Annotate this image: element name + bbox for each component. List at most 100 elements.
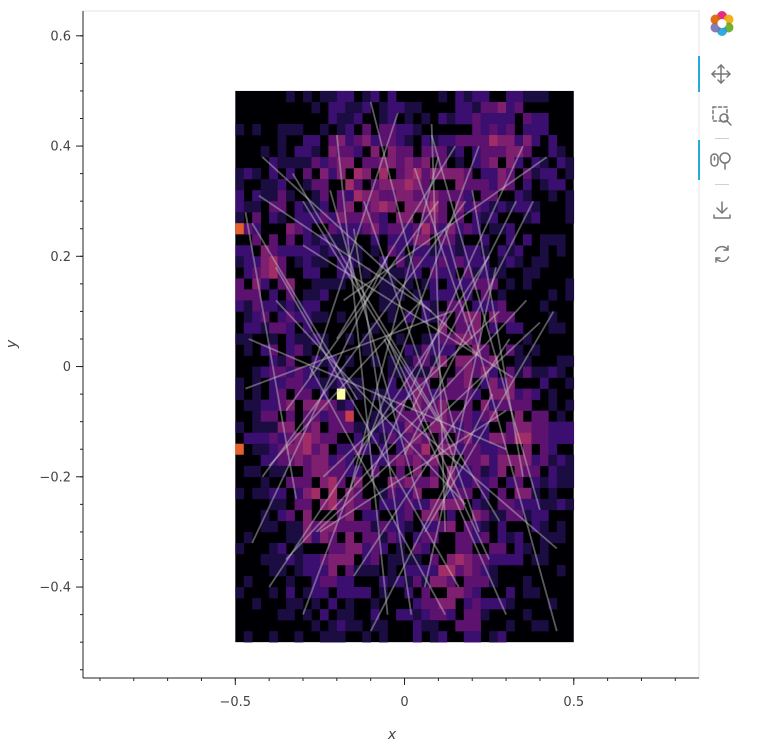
heatmap-cell (319, 190, 329, 202)
heatmap-cell (294, 553, 304, 566)
heatmap-cell (565, 157, 575, 169)
heatmap-cell (455, 432, 465, 445)
heatmap-cell (235, 388, 245, 400)
heatmap-cell (311, 267, 321, 279)
heatmap-cell (480, 146, 490, 158)
heatmap-cell (404, 311, 414, 323)
heatmap-cell (303, 311, 312, 323)
heatmap-cell (396, 234, 405, 246)
heatmap-cell (286, 124, 295, 136)
heatmap-cell (286, 157, 295, 169)
heatmap-cell (252, 410, 261, 422)
heatmap-cell (489, 168, 498, 180)
heatmap-cell (413, 101, 422, 114)
heatmap-cell (387, 432, 397, 445)
heatmap-cell (489, 311, 498, 323)
pan-tool-button[interactable] (698, 56, 734, 92)
heatmap-cell (472, 278, 481, 290)
heatmap-cell (286, 410, 295, 422)
heatmap-cell (277, 399, 287, 411)
heatmap-cell (539, 476, 549, 489)
heatmap-cell (328, 112, 338, 125)
heatmap-cell (345, 245, 355, 257)
heatmap-cell (379, 388, 388, 400)
heatmap-cell (269, 377, 278, 389)
heatmap-cell (396, 212, 405, 224)
heatmap-cell (429, 190, 439, 202)
heatmap-cell (413, 498, 422, 511)
heatmap-cell (328, 146, 338, 158)
heatmap-cell (294, 476, 304, 489)
heatmap-cell (472, 355, 481, 367)
heatmap-cell (472, 124, 481, 136)
heatmap-cell (252, 190, 261, 202)
heatmap-cell (362, 631, 371, 643)
heatmap-cell (345, 190, 355, 202)
heatmap-cell (463, 190, 473, 202)
heatmap-cell (286, 333, 295, 345)
heatmap-cell (396, 333, 405, 345)
heatmap-cell (480, 168, 490, 180)
heatmap-cell (489, 366, 498, 378)
heatmap-cell (446, 520, 456, 533)
heatmap-cell (311, 432, 321, 445)
heatmap-cell (379, 498, 388, 511)
heatmap-cell (472, 520, 481, 533)
heatmap-cell (446, 278, 456, 290)
heatmap-cell (328, 553, 338, 566)
heatmap-cell (531, 344, 541, 356)
heatmap-cell (539, 157, 549, 169)
heatmap-cell (506, 234, 515, 246)
heatmap-cell (370, 620, 380, 632)
heatmap-cell (396, 410, 405, 422)
heatmap-cell (438, 245, 448, 257)
heatmap-cell (556, 410, 566, 422)
heatmap-cell (379, 454, 388, 467)
heatmap-cell (362, 421, 371, 433)
path-segment (410, 200, 518, 412)
bokeh-logo[interactable] (708, 10, 736, 38)
heatmap-cell (260, 399, 270, 411)
heatmap-cell (556, 465, 566, 478)
heatmap-cell (328, 498, 338, 511)
save-tool-button[interactable] (708, 196, 736, 224)
heatmap-cell (497, 289, 507, 301)
heatmap-cell (421, 410, 431, 422)
heatmap-cell (252, 366, 261, 378)
reset-tool-button[interactable] (708, 240, 736, 268)
path-segment (302, 145, 480, 615)
heatmap-cell (345, 267, 355, 279)
heatmap-cell (396, 388, 405, 400)
heatmap-cell (480, 509, 490, 522)
heatmap-cell (362, 509, 371, 522)
heatmap-cell (277, 366, 287, 378)
heatmap-cell (235, 278, 245, 290)
heatmap-cell (413, 476, 422, 489)
heatmap-cell (353, 212, 363, 224)
heatmap-cell (404, 278, 414, 290)
heatmap-cell (472, 322, 481, 334)
heatmap-cell (480, 112, 490, 125)
heatmap-cell (438, 399, 448, 411)
heatmap-cell (294, 333, 304, 345)
heatmap-cell (506, 388, 515, 400)
heatmap-cell (523, 267, 532, 279)
heatmap-cell (472, 598, 481, 610)
heatmap-cell (548, 179, 558, 191)
heatmap-cell (480, 609, 490, 621)
heatmap-cell (345, 256, 355, 268)
heatmap-cell (387, 223, 397, 235)
heatmap-cell (438, 609, 448, 621)
heatmap-cell (269, 553, 278, 566)
heatmap-cell (489, 190, 498, 202)
heatmap-cell (463, 443, 473, 456)
heatmap-cell (523, 212, 532, 224)
wheel-zoom-tool-button[interactable] (698, 140, 734, 180)
heatmap-cell (565, 421, 575, 433)
heatmap-cell (319, 587, 329, 599)
box-zoom-tool-button[interactable] (708, 102, 736, 130)
heatmap-cell (294, 432, 304, 445)
heatmap-cell (269, 399, 278, 411)
heatmap-cell (565, 454, 575, 467)
